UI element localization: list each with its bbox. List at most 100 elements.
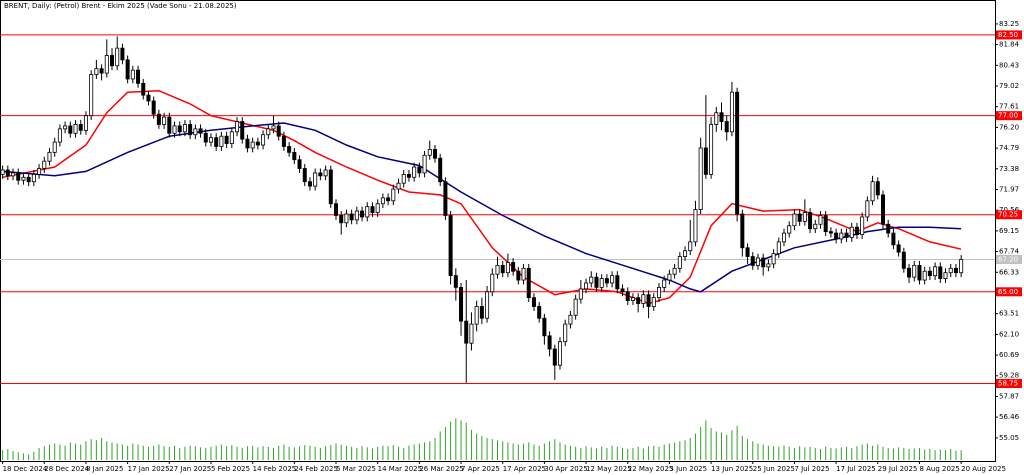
candle-body <box>745 247 750 257</box>
y-tick-label: 67.74 <box>999 248 1020 256</box>
candle-body <box>630 297 635 301</box>
y-tick-label: 71.97 <box>999 185 1019 193</box>
candle-body <box>292 151 297 161</box>
candle-body <box>115 47 120 67</box>
candle-body <box>792 213 797 227</box>
chart-title: BRENT, Daily: (Petrol) Brent - Ekim 2025… <box>4 2 237 10</box>
candle-body <box>245 138 250 149</box>
candle-body <box>438 157 443 183</box>
candle-body <box>31 173 36 183</box>
x-tick-label: 14 Mar 2025 <box>378 465 422 473</box>
candle-body <box>146 94 151 102</box>
candle-body <box>380 197 385 205</box>
candle-body <box>68 125 73 134</box>
x-tick-label: 7 Jul 2025 <box>794 465 829 473</box>
y-tick-label: 80.43 <box>999 61 1019 69</box>
price-label-box <box>996 255 1022 265</box>
x-tick-label: 30 Apr 2025 <box>544 465 587 473</box>
candle-body <box>349 213 354 221</box>
x-tick-label: 28 Dec 2024 <box>44 465 89 473</box>
x-tick-label: 13 Jun 2025 <box>711 465 753 473</box>
candle-body <box>620 288 625 293</box>
candle-body <box>313 172 318 187</box>
candle-body <box>261 134 266 146</box>
x-tick-label: 20 Aug 2025 <box>961 465 1006 473</box>
candle-body <box>839 232 844 240</box>
candle-body <box>959 259 964 274</box>
candle-body <box>235 121 240 133</box>
y-tick-label: 74.79 <box>999 144 1019 152</box>
candle-body <box>125 59 130 80</box>
y-tick-label: 66.33 <box>999 268 1019 276</box>
y-tick-label: 79.02 <box>999 82 1019 90</box>
candle-body <box>755 257 760 266</box>
candle-body <box>912 264 917 278</box>
level-label: 58.75 <box>998 380 1018 388</box>
candle-body <box>818 215 823 225</box>
candle-body <box>193 128 198 136</box>
candle-body <box>495 264 500 275</box>
candle-body <box>287 146 292 153</box>
y-tick-label: 81.84 <box>999 41 1020 49</box>
candle-body <box>683 250 688 257</box>
candle-body <box>537 306 542 319</box>
candle-body <box>182 124 187 133</box>
x-tick-label: 27 Jan 2025 <box>169 465 211 473</box>
y-tick-label: 57.87 <box>999 392 1019 400</box>
candle-body <box>188 124 193 136</box>
candle-body <box>5 169 10 177</box>
candle-body <box>57 128 62 143</box>
candle-body <box>886 223 891 234</box>
candle-body <box>89 74 94 117</box>
candle-body <box>427 149 432 156</box>
candle-body <box>26 176 31 183</box>
candle-body <box>172 125 177 134</box>
candle-body <box>688 241 693 252</box>
candle-body <box>599 278 604 288</box>
candle-body <box>151 100 156 115</box>
x-tick-label: 5 Feb 2025 <box>211 465 250 473</box>
candle-body <box>922 270 927 281</box>
y-tick-label: 70.56 <box>999 206 1020 214</box>
candle-body <box>740 213 745 249</box>
candle-body <box>485 291 490 319</box>
candle-body <box>141 82 146 96</box>
candle-body <box>0 169 5 175</box>
candle-body <box>281 135 286 147</box>
candle-body <box>776 241 781 255</box>
candle-body <box>953 267 958 274</box>
candle-body <box>693 209 698 243</box>
candle-body <box>823 215 828 233</box>
candle-body <box>662 279 667 288</box>
candle-body <box>709 124 714 175</box>
candle-body <box>250 141 255 149</box>
candle-body <box>672 267 677 275</box>
candle-body <box>625 291 630 301</box>
candle-body <box>52 141 57 153</box>
candle-body <box>875 181 880 196</box>
candle-body <box>542 317 547 337</box>
level-label: 70.25 <box>998 211 1018 219</box>
candle-body <box>834 232 839 240</box>
candle-body <box>328 169 333 205</box>
candle-body <box>354 210 359 221</box>
candle-body <box>422 154 427 174</box>
candle-body <box>604 278 609 284</box>
candle-body <box>844 232 849 238</box>
price-label: 67.20 <box>998 256 1018 264</box>
candle-body <box>578 288 583 300</box>
candle-body <box>120 47 125 61</box>
candle-body <box>401 173 406 184</box>
y-tick-label: 59.28 <box>999 372 1019 380</box>
candle-body <box>656 286 661 299</box>
candle-body <box>907 267 912 278</box>
level-label-box <box>996 210 1022 220</box>
candle-body <box>854 226 859 235</box>
candle-body <box>130 69 135 80</box>
candle-body <box>83 115 88 131</box>
x-tick-label: 8 Aug 2025 <box>919 465 959 473</box>
y-tick-label: 73.38 <box>999 165 1019 173</box>
x-tick-label: 14 Feb 2025 <box>253 465 297 473</box>
candle-body <box>11 172 16 177</box>
